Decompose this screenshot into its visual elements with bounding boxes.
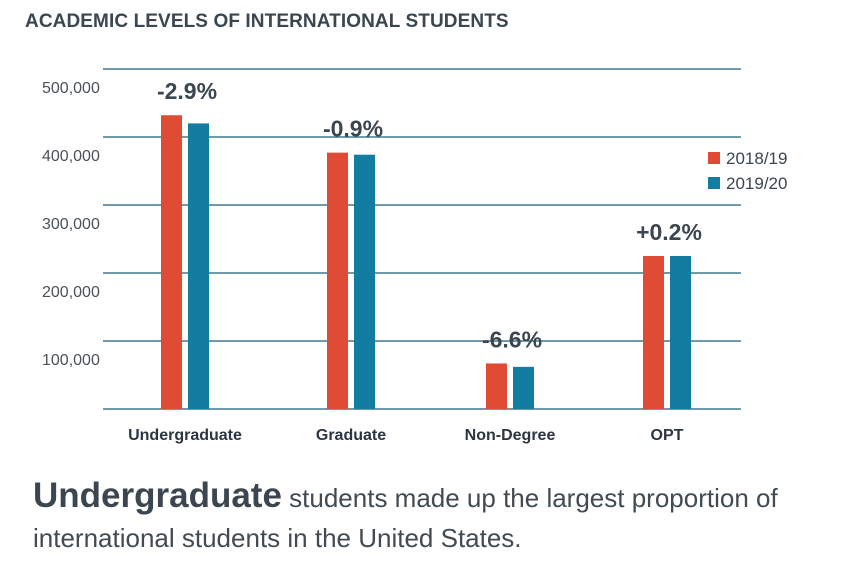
y-tick-label: 200,000	[42, 284, 100, 301]
legend-swatch	[708, 152, 720, 164]
change-label: +0.2%	[636, 219, 702, 245]
chart-title: ACADEMIC LEVELS OF INTERNATIONAL STUDENT…	[25, 11, 509, 32]
legend-label: 2018/19	[726, 149, 787, 168]
caption: Undergraduate students made up the large…	[33, 476, 833, 558]
caption-text: students made up the largest proportion …	[33, 483, 778, 553]
bar	[354, 154, 375, 409]
bar	[486, 363, 507, 409]
chart-plot: 100,000 200,000 300,000 400,000 500,000 -2.9%…	[42, 68, 787, 444]
bar	[670, 256, 691, 409]
change-label: -0.9%	[323, 116, 383, 142]
bar	[643, 256, 664, 409]
caption-lead: Undergraduate	[33, 476, 282, 515]
change-label: -6.6%	[482, 326, 542, 352]
bar	[513, 366, 534, 409]
x-tick-label: Graduate	[316, 427, 386, 444]
change-label: -2.9%	[157, 78, 217, 104]
y-tick-label: 500,000	[42, 80, 100, 97]
y-tick-label: 100,000	[42, 352, 100, 369]
legend-label: 2019/20	[726, 174, 787, 193]
x-tick-label: Undergraduate	[128, 427, 242, 444]
bar	[188, 123, 209, 410]
x-tick-label: OPT	[651, 427, 684, 444]
legend-swatch	[708, 177, 720, 189]
x-tick-label: Non-Degree	[465, 427, 556, 444]
bar	[327, 152, 348, 409]
y-tick-label: 400,000	[42, 148, 100, 165]
bar	[161, 115, 182, 410]
y-tick-label: 300,000	[42, 216, 100, 233]
